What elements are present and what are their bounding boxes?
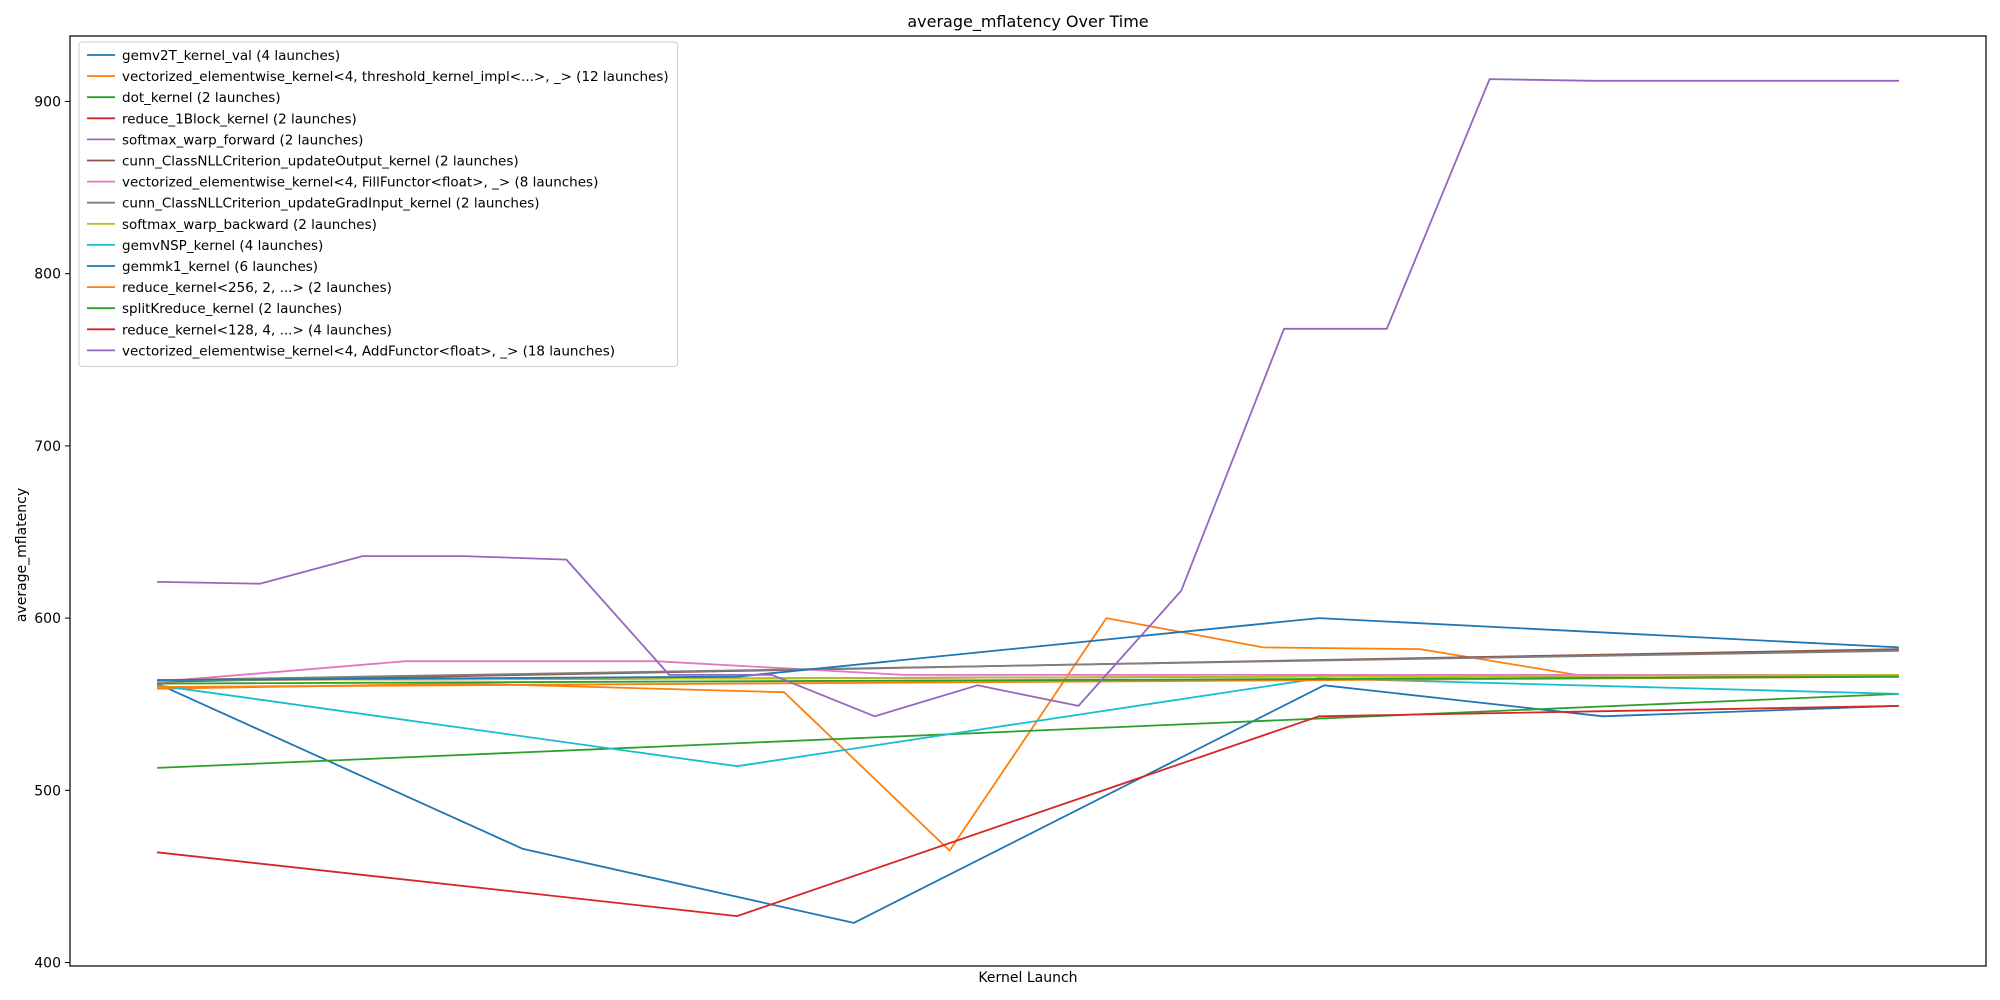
y-tick-label: 900 [34,94,61,110]
series-line-7 [157,649,1899,681]
x-axis-label: Kernel Launch [978,970,1077,986]
legend-entry: splitKreduce_kernel (2 launches) [122,301,342,317]
legend-entry: softmax_warp_forward (2 launches) [122,132,363,148]
legend-entry: gemv2T_kernel_val (4 launches) [122,48,340,64]
series-line-14 [157,78,1899,718]
y-tick-label: 500 [34,783,61,799]
y-axis: 400 500 600 700 800 900 [34,94,70,972]
plot-frame [69,35,1987,967]
legend-entry: gemmk1_kernel (6 launches) [122,259,318,275]
series-line-10 [157,617,1899,681]
legend-entry: vectorized_elementwise_kernel<4, thresho… [122,69,669,85]
series-line-2 [157,693,1899,769]
series-line-12 [157,675,1899,685]
legend-entry: reduce_1Block_kernel (2 launches) [122,111,357,127]
y-tick-label: 800 [34,267,61,283]
y-tick-label: 700 [34,439,61,455]
series-line-1 [157,617,1899,852]
legend-entry: softmax_warp_backward (2 launches) [122,217,377,233]
plot-lines [156,78,1899,924]
legend-entry: vectorized_elementwise_kernel<4, AddFunc… [122,343,615,359]
y-tick-label: 400 [34,956,61,972]
legend-box [78,41,679,367]
legend-entry: reduce_kernel<256, 2, ...> (2 launches) [122,280,392,296]
legend: gemv2T_kernel_val (4 launches) vectorized… [78,41,679,367]
y-tick-label: 600 [34,611,61,627]
legend-entry: reduce_kernel<128, 4, ...> (4 launches) [122,322,392,338]
legend-entry: dot_kernel (2 launches) [122,90,281,106]
legend-entry: cunn_ClassNLLCriterion_updateGradInput_k… [122,196,540,212]
legend-entry: gemvNSP_kernel (4 launches) [122,238,323,254]
y-axis-label: average_mflatency [14,488,30,622]
series-line-13 [157,705,1899,917]
series-line-0 [156,682,1899,924]
chart-title: average_mflatency Over Time [907,12,1148,32]
series-line-9 [156,677,1899,768]
legend-entry: vectorized_elementwise_kernel<4, FillFun… [122,175,598,191]
legend-entry: cunn_ClassNLLCriterion_updateOutput_kern… [122,154,519,170]
